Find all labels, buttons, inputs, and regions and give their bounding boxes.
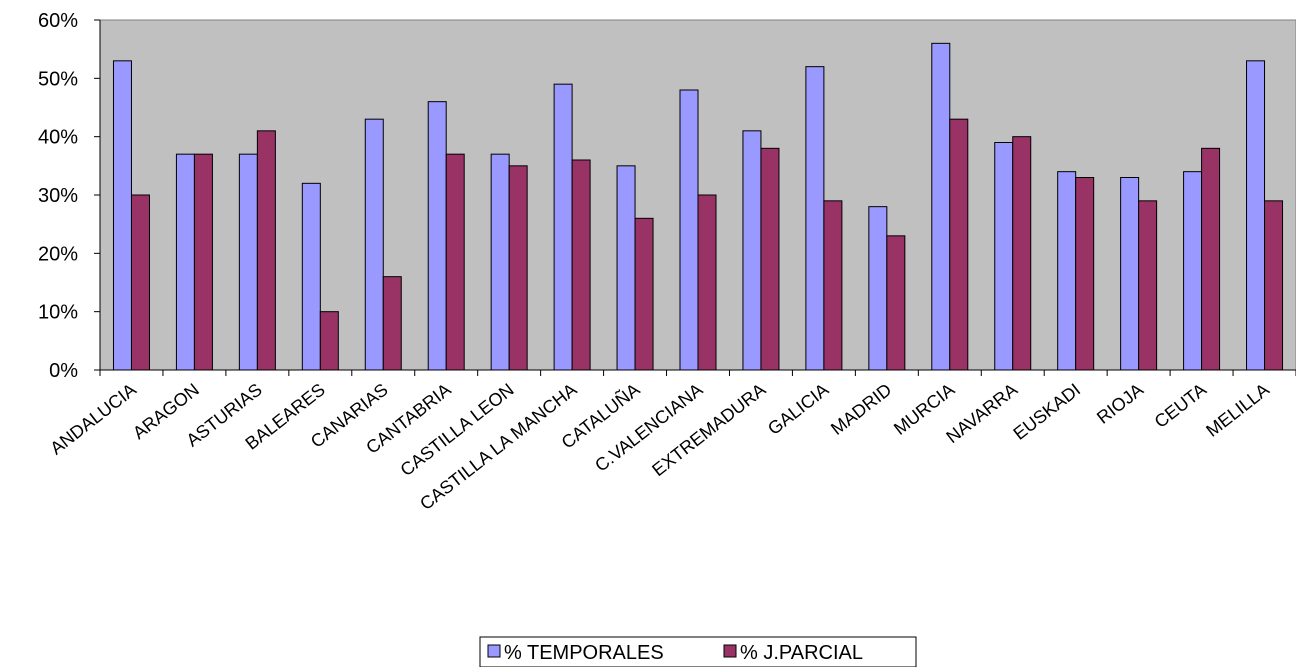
bars-group	[112, 42, 1284, 371]
x-tick-label: RIOJA	[1093, 379, 1147, 427]
y-tick-label: 0%	[49, 360, 78, 382]
bar-temporales-6	[490, 153, 510, 371]
x-tick-label: ANDALUCIA	[46, 379, 140, 458]
bar-jparcial-11	[823, 200, 843, 371]
y-tick-label: 30%	[38, 185, 78, 207]
bar-jparcial-14	[1012, 136, 1032, 371]
bar-temporales-10	[742, 130, 762, 371]
axes-group	[94, 19, 1296, 376]
bar-jparcial-4	[382, 276, 402, 371]
bar-temporales-4	[364, 118, 384, 371]
x-tick-label: EUSKADI	[1010, 379, 1085, 443]
bar-jparcial-16	[1138, 200, 1158, 371]
bar-jparcial-0	[130, 194, 150, 371]
bar-temporales-3	[301, 182, 321, 371]
bar-jparcial-2	[256, 130, 276, 371]
x-tick-label: CEUTA	[1151, 379, 1210, 431]
bar-temporales-7	[553, 83, 573, 371]
legend-swatch-jparcial	[723, 644, 737, 658]
bar-jparcial-18	[1264, 200, 1284, 371]
bar-jparcial-17	[1201, 147, 1221, 371]
bar-jparcial-10	[760, 147, 780, 371]
bar-temporales-14	[994, 142, 1014, 371]
bar-jparcial-1	[193, 153, 213, 371]
bar-temporales-17	[1183, 171, 1203, 371]
x-tick-label: NAVARRA	[942, 379, 1021, 447]
bar-temporales-5	[427, 101, 447, 371]
x-tick-label: MELILLA	[1202, 379, 1273, 440]
bar-jparcial-3	[319, 311, 339, 371]
y-tick-label: 20%	[38, 243, 78, 265]
bar-temporales-18	[1246, 60, 1266, 371]
legend: % TEMPORALES % J.PARCIAL	[479, 636, 917, 667]
bar-temporales-16	[1120, 177, 1140, 371]
bar-temporales-9	[679, 89, 699, 371]
bar-jparcial-5	[445, 153, 465, 371]
legend-label-temporales: % TEMPORALES	[504, 642, 664, 664]
bar-temporales-0	[112, 60, 132, 371]
y-tick-labels: 0% 10% 20% 30% 40% 50% 60%	[38, 10, 78, 382]
bar-jparcial-12	[886, 235, 906, 371]
bar-jparcial-9	[697, 194, 717, 371]
bar-jparcial-15	[1075, 177, 1095, 371]
bar-temporales-8	[616, 165, 636, 371]
y-tick-label: 60%	[38, 10, 78, 32]
x-tick-label: C.VALENCIANA	[591, 379, 706, 475]
bar-jparcial-8	[634, 217, 654, 371]
x-tick-label: GALICIA	[764, 379, 832, 438]
bar-jparcial-7	[571, 159, 591, 371]
bar-temporales-11	[805, 66, 825, 371]
y-tick-label: 50%	[38, 68, 78, 90]
x-tick-label: EXTREMADURA	[648, 379, 769, 480]
legend-swatch-temporales	[487, 644, 501, 658]
bar-temporales-15	[1057, 171, 1077, 371]
x-tick-label: MADRID	[827, 379, 895, 438]
bar-jparcial-13	[949, 118, 969, 371]
legend-box	[479, 636, 917, 667]
bar-temporales-2	[238, 153, 258, 371]
y-tick-label: 10%	[38, 302, 78, 324]
bar-temporales-1	[175, 153, 195, 371]
bar-jparcial-6	[508, 165, 528, 371]
bar-temporales-12	[868, 206, 888, 371]
legend-label-jparcial: % J.PARCIAL	[740, 642, 863, 664]
y-tick-label: 40%	[38, 127, 78, 149]
x-tick-labels: ANDALUCIAARAGONASTURIASBALEARESCANARIASC…	[46, 379, 1273, 514]
bar-temporales-13	[931, 42, 951, 371]
